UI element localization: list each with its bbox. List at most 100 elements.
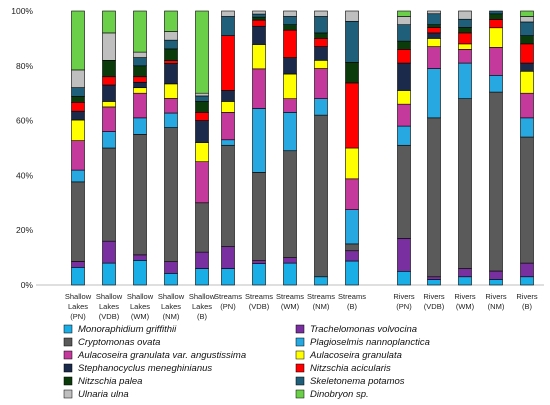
category-label-line: Shallow bbox=[158, 292, 185, 301]
bar-segment bbox=[252, 263, 266, 286]
bar-segment bbox=[489, 279, 503, 286]
bar-segment bbox=[458, 62, 472, 99]
legend-swatch bbox=[295, 389, 305, 399]
bar-segment bbox=[195, 101, 209, 113]
category-label-line: Lakes bbox=[99, 302, 119, 311]
bar-segment bbox=[345, 243, 359, 252]
bar-segment bbox=[427, 32, 441, 39]
bar-segment bbox=[221, 35, 235, 91]
bar-stack bbox=[489, 10, 503, 286]
bar-segment bbox=[345, 10, 359, 22]
bar-segment bbox=[221, 112, 235, 141]
bar-segment bbox=[71, 140, 85, 171]
bar-segment bbox=[489, 91, 503, 272]
legend-item: Skeletonema potamos bbox=[295, 376, 405, 387]
bar-segment bbox=[458, 98, 472, 269]
legend: Monoraphidium griffithii Trachelomonas vo… bbox=[63, 324, 430, 400]
bar-segment bbox=[133, 254, 147, 261]
bar-segment bbox=[252, 44, 266, 70]
bar-segment bbox=[283, 57, 297, 75]
bar-segment bbox=[133, 134, 147, 256]
bar-segment bbox=[164, 63, 178, 85]
bar-segment bbox=[133, 76, 147, 83]
bar-segment bbox=[221, 246, 235, 269]
category-label: Shallow Lakes (NM) bbox=[158, 292, 185, 321]
bar-stack bbox=[71, 10, 85, 286]
legend-swatch bbox=[63, 324, 73, 334]
bar-segment bbox=[345, 209, 359, 245]
bar-segment bbox=[397, 90, 411, 105]
bar-segment bbox=[195, 202, 209, 253]
bar-segment bbox=[221, 101, 235, 113]
category-label: Shallow Lakes (VDB) bbox=[96, 292, 123, 321]
bar-segment bbox=[164, 31, 178, 41]
bar-segment bbox=[458, 268, 472, 278]
bar-stack bbox=[314, 10, 328, 286]
bar-segment bbox=[489, 10, 503, 15]
bar-segment bbox=[345, 250, 359, 262]
bar-segment bbox=[520, 70, 534, 94]
bar-segment bbox=[195, 112, 209, 121]
bar-segment bbox=[427, 13, 441, 25]
category-label-line: (PN) bbox=[220, 302, 236, 311]
bar-segment bbox=[252, 68, 266, 109]
bar-segment bbox=[221, 139, 235, 146]
bar-segment bbox=[283, 10, 297, 17]
bar-segment bbox=[345, 82, 359, 149]
bar-segment bbox=[71, 96, 85, 103]
category-label-line: (B) bbox=[522, 302, 533, 311]
bar-segment bbox=[397, 10, 411, 17]
bar-stack bbox=[345, 10, 359, 286]
bar-segment bbox=[164, 83, 178, 99]
bar-segment bbox=[195, 142, 209, 163]
category-label-line: (WM) bbox=[281, 302, 300, 311]
bar-segment bbox=[164, 60, 178, 64]
category-label: Rivers (PN) bbox=[393, 292, 415, 311]
bar-segment bbox=[102, 240, 116, 264]
category-label: Streams (VDB) bbox=[245, 292, 273, 311]
bar-segment bbox=[195, 92, 209, 97]
bar-segment bbox=[252, 13, 266, 18]
bar-segment bbox=[520, 117, 534, 138]
category-label-line: Shallow bbox=[189, 292, 216, 301]
legend-swatch bbox=[63, 350, 73, 360]
bar-stack bbox=[458, 10, 472, 286]
bar-segment bbox=[252, 16, 266, 21]
y-tick-label: 60% bbox=[16, 116, 33, 126]
bar-segment bbox=[164, 98, 178, 114]
bar-segment bbox=[345, 20, 359, 63]
bar-segment bbox=[71, 267, 85, 286]
bar-segment bbox=[427, 117, 441, 278]
bar-segment bbox=[427, 46, 441, 69]
legend-swatch bbox=[63, 389, 73, 399]
category-label-line: (VDB) bbox=[424, 302, 445, 311]
bar-segment bbox=[314, 98, 328, 116]
bar-segment bbox=[314, 114, 328, 278]
category-label-line: Rivers bbox=[516, 292, 538, 301]
bar-segment bbox=[133, 57, 147, 67]
bar-segment bbox=[520, 35, 534, 45]
bar-segment bbox=[397, 49, 411, 64]
bar-segment bbox=[71, 110, 85, 121]
bar-segment bbox=[489, 75, 503, 93]
bar-stack bbox=[520, 10, 534, 286]
bar-segment bbox=[520, 62, 534, 72]
bar-segment bbox=[252, 108, 266, 173]
bar-segment bbox=[133, 51, 147, 58]
bar-segment bbox=[458, 10, 472, 20]
category-label-line: Lakes bbox=[68, 302, 88, 311]
legend-label: Dinobryon sp. bbox=[310, 389, 369, 400]
legend-swatch bbox=[295, 350, 305, 360]
bar-segment bbox=[133, 260, 147, 286]
bar-segment bbox=[164, 127, 178, 262]
bar-segment bbox=[195, 10, 209, 94]
category-label-line: (VDB) bbox=[99, 312, 120, 321]
legend-item: Aulacoseira granulata var. angustissima bbox=[63, 350, 246, 361]
category-label-line: Lakes bbox=[130, 302, 150, 311]
legend-item: Trachelomonas volvocina bbox=[295, 324, 417, 335]
legend-swatch bbox=[63, 376, 73, 386]
legend-label: Skeletonema potamos bbox=[310, 376, 405, 387]
bar-segment bbox=[314, 276, 328, 286]
category-label-line: Streams bbox=[338, 292, 366, 301]
